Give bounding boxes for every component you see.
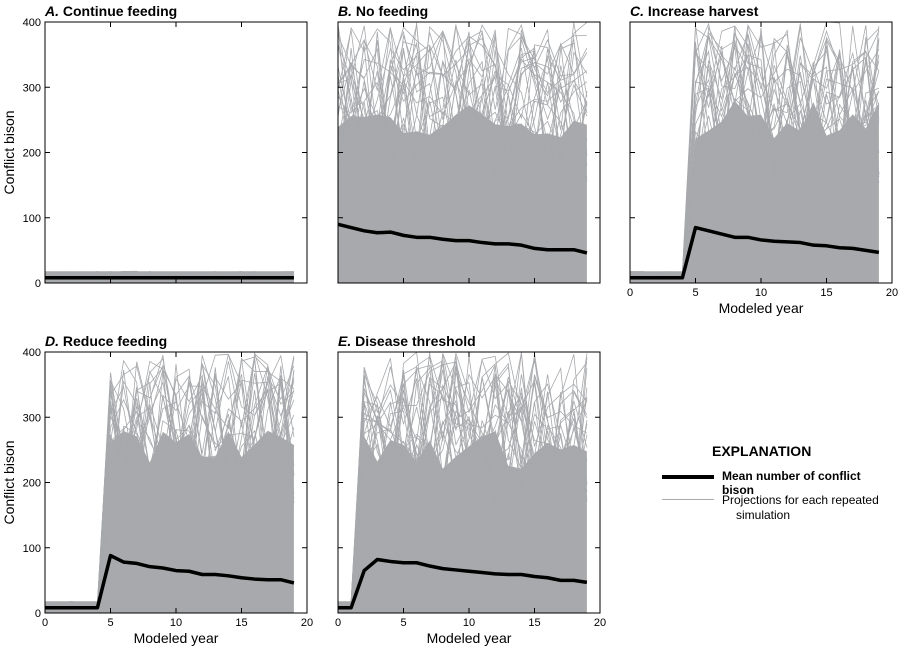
x-tick-label: 20: [301, 617, 313, 629]
panel-title: C. Increase harvest: [630, 3, 759, 19]
x-tick-label: 0: [42, 617, 48, 629]
x-tick-label: 15: [235, 617, 247, 629]
x-tick-label: 5: [107, 617, 113, 629]
y-tick-label: 300: [23, 82, 41, 94]
panel-title: D. Reduce feeding: [45, 333, 167, 349]
x-tick-label: 0: [627, 287, 633, 299]
simulation-line: [337, 29, 588, 180]
mean-line: [630, 225, 880, 280]
simulation-line: [629, 32, 880, 283]
x-tick-label: 0: [335, 617, 341, 629]
panel-title: A. Continue feeding: [44, 3, 177, 19]
legend-item-simulation: Projections for each repeated simulation: [650, 489, 890, 522]
simulation-line: [337, 39, 588, 186]
simulation-band: [45, 430, 294, 613]
simulation-line: [629, 37, 880, 284]
x-tick-label: 5: [692, 287, 698, 299]
x-axis-label: Modeled year: [719, 300, 804, 316]
y-tick-label: 400: [23, 17, 41, 29]
x-tick-label: 10: [755, 287, 767, 299]
y-tick-label: 100: [23, 213, 41, 225]
x-tick-label: 15: [528, 617, 540, 629]
legend-mean-swatch: [662, 475, 714, 479]
panel-reduce-feeding: 0 100 200 300 400 0 5 10 15 20 D. Reduce feeding Mo…: [1, 333, 313, 646]
simulation-line: [337, 363, 588, 609]
x-tick-label: 10: [170, 617, 182, 629]
simulation-band: [338, 431, 587, 613]
legend-sim-label: Projections for each repeated: [722, 493, 879, 507]
simulation-line: [337, 32, 588, 172]
y-tick-label: 300: [23, 412, 41, 424]
x-tick-label: 10: [463, 617, 475, 629]
simulation-line: [337, 356, 588, 614]
y-tick-label: 200: [23, 478, 41, 490]
x-axis-label: Modeled year: [134, 630, 219, 646]
simulation-line: [629, 25, 880, 282]
y-tick-label: 0: [35, 608, 41, 620]
y-tick-label: 0: [35, 278, 41, 290]
legend-title: EXPLANATION: [712, 443, 812, 459]
panel-title: B. No feeding: [338, 3, 428, 19]
legend-sim-label-2: simulation: [736, 508, 791, 522]
panel-no-feeding: B. No feeding: [337, 3, 601, 284]
simulation-line: [337, 390, 588, 607]
simulation-line: [337, 42, 588, 171]
simulation-band: [630, 100, 879, 283]
simulation-line: [44, 356, 295, 613]
y-tick-label: 100: [23, 543, 41, 555]
y-tick-label: 200: [23, 148, 41, 160]
y-axis-label: Conflict bison: [1, 110, 17, 194]
panel-disease-threshold: 0 5 10 15 20 E. Disease threshold Modeled year: [335, 333, 606, 646]
x-axis-label: Modeled year: [427, 630, 512, 646]
panel-increase-harvest: 0 5 10 15 20 C. Increase harvest Modeled year: [627, 3, 898, 316]
mean-line: [338, 557, 588, 610]
simulation-line: [337, 353, 588, 608]
x-tick-label: 15: [820, 287, 832, 299]
mean-line: [45, 553, 295, 610]
simulation-line: [337, 33, 588, 182]
simulation-line: [337, 361, 588, 613]
simulation-line: [337, 29, 587, 185]
simulation-line: [337, 351, 588, 608]
simulation-line: [629, 29, 880, 283]
simulation-line: [44, 271, 294, 284]
y-tick-label: 400: [23, 347, 41, 359]
y-axis-label: Conflict bison: [1, 440, 17, 524]
simulation-line: [337, 26, 588, 185]
simulation-line: [44, 358, 295, 614]
simulation-line: [337, 21, 588, 185]
plot-frame: [44, 21, 308, 284]
x-tick-label: 20: [886, 287, 898, 299]
legend: EXPLANATION Mean number of conflict biso…: [650, 443, 890, 522]
simulation-line: [629, 66, 880, 284]
x-tick-label: 5: [400, 617, 406, 629]
simulation-line: [337, 36, 588, 184]
legend-sim-swatch: [662, 499, 714, 500]
simulation-line: [337, 25, 588, 185]
legend-mean-label: Mean number of conflict bison: [722, 469, 861, 497]
simulation-line: [337, 374, 588, 612]
simulation-line: [629, 27, 880, 282]
legend-item-mean: Mean number of conflict bison: [650, 467, 890, 497]
simulation-line: [337, 31, 588, 181]
simulation-line: [629, 40, 880, 284]
x-tick-label: 20: [594, 617, 606, 629]
simulation-line: [629, 25, 880, 283]
simulation-line: [337, 26, 588, 165]
simulation-line: [44, 354, 295, 611]
simulation-line: [629, 24, 880, 282]
simulation-line: [44, 355, 295, 613]
panel-title: E. Disease threshold: [338, 333, 476, 349]
mean-line: [337, 222, 588, 255]
